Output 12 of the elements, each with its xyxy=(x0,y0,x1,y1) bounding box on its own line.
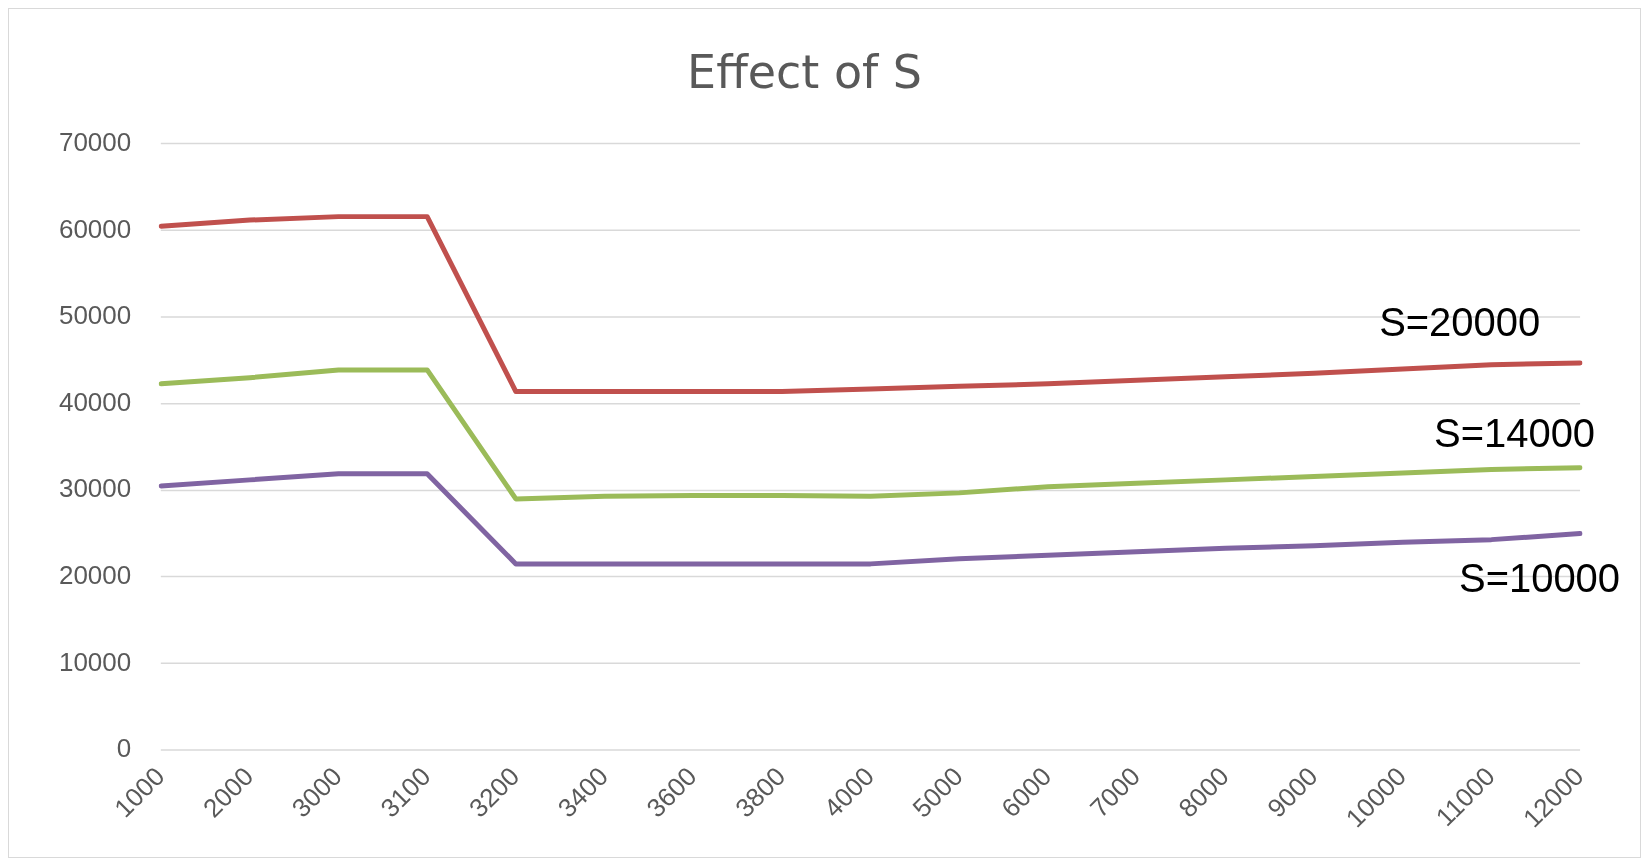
y-tick-label: 40000 xyxy=(58,387,132,416)
y-tick-label: 30000 xyxy=(58,474,132,503)
y-tick-label: 0 xyxy=(116,734,132,763)
y-tick-label: 70000 xyxy=(58,128,132,157)
series-label: S=14000 xyxy=(1434,410,1596,455)
y-tick-label: 50000 xyxy=(58,301,132,330)
series-label: S=20000 xyxy=(1379,300,1541,345)
y-tick-label: 60000 xyxy=(58,214,132,243)
y-tick-label: 20000 xyxy=(58,561,132,590)
y-tick-label: 10000 xyxy=(58,647,132,676)
series-label: S=10000 xyxy=(1459,556,1621,601)
chart-title: Effect of S xyxy=(687,45,922,100)
